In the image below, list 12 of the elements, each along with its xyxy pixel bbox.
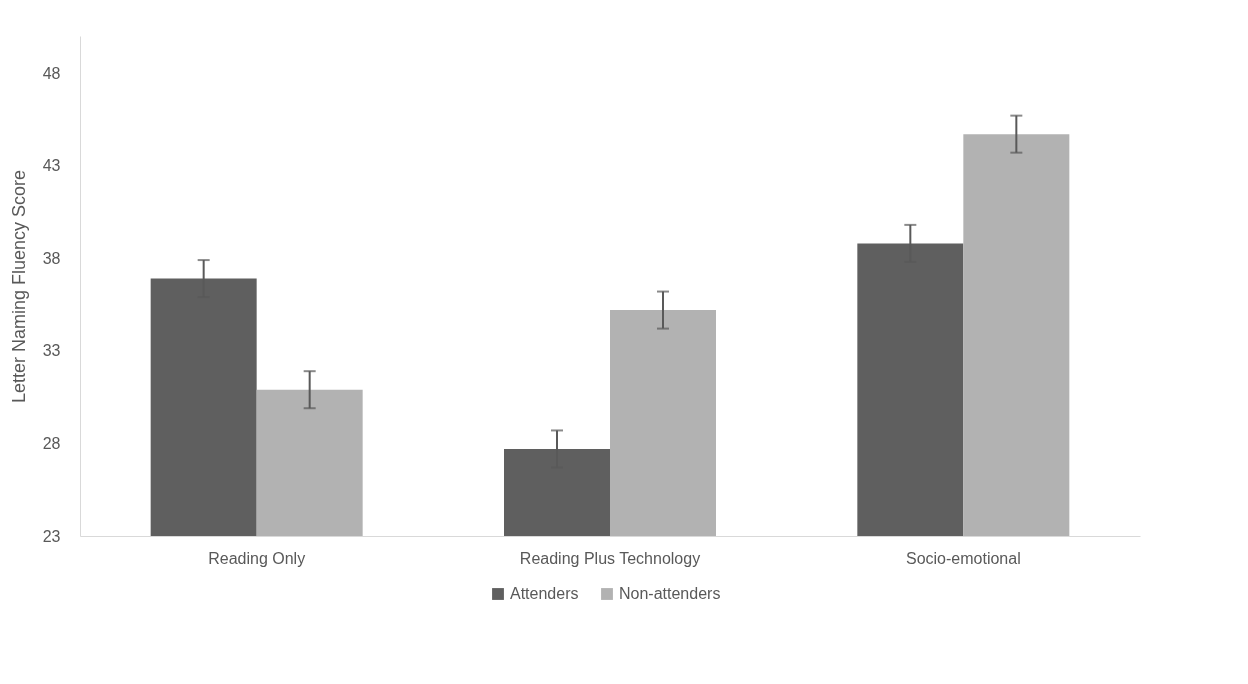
legend-label: Attenders <box>510 585 579 602</box>
legend-label: Non-attenders <box>619 585 721 602</box>
y-tick-label: 33 <box>42 342 61 360</box>
y-axis-title: Letter Naming Fluency Score <box>8 169 29 404</box>
y-tick-label: 48 <box>42 64 61 82</box>
x-tick-label: Reading Only <box>208 549 306 567</box>
y-tick-label: 43 <box>42 157 61 175</box>
y-tick-label: 28 <box>42 434 61 452</box>
y-tick-label: 38 <box>42 249 61 267</box>
x-tick-label: Socio-emotional <box>905 549 1021 567</box>
x-tick-label: Reading Plus Technology <box>519 549 701 567</box>
y-tick-label: 23 <box>42 527 61 545</box>
